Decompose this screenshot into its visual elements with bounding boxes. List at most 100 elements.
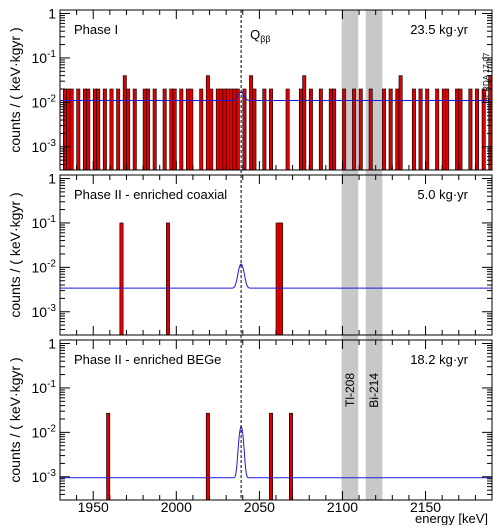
y-tick-label: 1 (48, 336, 56, 352)
histogram-bar (395, 88, 400, 171)
histogram-bar (82, 88, 87, 171)
fit-curve (60, 426, 492, 479)
histogram-bar (458, 88, 463, 171)
y-tick-label: 10-1 (32, 49, 57, 66)
histogram-bar (468, 88, 473, 171)
histogram-bar (102, 88, 107, 171)
fit-curve (60, 91, 492, 102)
histogram-bar (308, 88, 313, 171)
histogram-bar (352, 88, 357, 171)
histogram-bar (209, 88, 214, 171)
histogram-bar (445, 88, 450, 171)
x-tick-label: 2100 (327, 499, 358, 515)
histogram-bar (298, 88, 303, 171)
histogram-bar (455, 88, 460, 171)
histogram-bar (242, 88, 247, 171)
panel-title: Phase II - enriched BEGe (74, 352, 221, 367)
histogram-bar (86, 88, 91, 171)
histogram-bar (109, 88, 114, 171)
histogram-bar (205, 75, 210, 171)
histogram-bar (318, 88, 323, 171)
histogram-bar (342, 88, 347, 171)
y-tick-label: 10-1 (32, 379, 57, 396)
x-tick-label: 2150 (410, 499, 441, 515)
histogram-bar (106, 412, 111, 501)
histogram-bar (475, 88, 480, 171)
y-tick-label: 10-2 (32, 423, 57, 440)
histogram-bar (166, 222, 170, 336)
exposure-label: 5.0 kg·yr (417, 187, 468, 202)
histogram-layer (63, 75, 493, 501)
labels-layer: 10-3 10-2 10-1 1 counts / ( keV·kgyr ) Phase … (7, 6, 491, 526)
histogram-bar (215, 88, 220, 171)
histogram-bar (96, 88, 101, 171)
histogram-bar (152, 88, 157, 171)
histogram-bar (225, 88, 230, 171)
histogram-bar (279, 222, 283, 336)
side-label: GERDA 17-07 (482, 52, 491, 103)
fit-curves-layer (60, 91, 492, 479)
x-axis-label: energy [keV] (415, 511, 488, 525)
histogram-bar (398, 75, 403, 171)
y-tick-label: 1 (48, 171, 56, 187)
histogram-bar (132, 88, 137, 171)
y-tick-label: 10-3 (32, 303, 57, 320)
histogram-bar (172, 88, 177, 171)
histogram-bar (185, 88, 190, 171)
axes-layer (59, 9, 493, 501)
y-tick-label: 10-3 (32, 138, 57, 155)
histogram-bar (219, 88, 224, 171)
histogram-bar (205, 412, 210, 501)
x-tick-label: 2050 (244, 499, 275, 515)
band-bi-214 (365, 10, 383, 500)
y-tick-label: 1 (48, 6, 56, 22)
histogram-bar (288, 412, 293, 501)
y-axis-label: counts / ( keV·kgyr ) (7, 357, 23, 482)
histogram-bar (76, 88, 81, 171)
histogram-bar (122, 75, 127, 171)
histogram-bar (302, 75, 307, 171)
y-tick-label: 10-2 (32, 93, 57, 110)
histogram-bar (179, 88, 184, 171)
fit-curve (60, 263, 492, 289)
histogram-bar (146, 88, 151, 171)
panel-title: Phase I (74, 22, 118, 37)
x-tick-label: 1950 (78, 499, 109, 515)
y-tick-label: 10-1 (32, 214, 57, 231)
histogram-bar (285, 88, 290, 171)
histogram-bar (189, 88, 194, 171)
histogram-bar (235, 88, 240, 171)
x-tick-label: 2000 (161, 499, 192, 515)
histogram-bar (411, 88, 416, 171)
histogram-bar (119, 222, 124, 336)
histogram-bar (269, 412, 273, 501)
histogram-bar (269, 88, 273, 171)
histogram-bar (69, 88, 74, 171)
histogram-bar (262, 88, 267, 171)
y-axis-label: counts / ( keV·kgyr ) (7, 27, 23, 152)
histogram-bar (126, 88, 131, 171)
histogram-bar (368, 88, 373, 171)
exposure-label: 23.5 kg·yr (410, 22, 468, 37)
histogram-bar (275, 222, 280, 336)
histogram-bar (418, 88, 423, 171)
histogram-bar (328, 88, 333, 171)
panel-title: Phase II - enriched coaxial (74, 187, 227, 202)
histogram-bar (66, 88, 71, 171)
qbb-label: Qββ (250, 27, 270, 44)
histogram-bar (332, 88, 337, 171)
histogram-bar (358, 88, 363, 171)
y-axis-label: counts / ( keV·kgyr ) (7, 192, 23, 317)
histogram-bar (116, 88, 121, 171)
histogram-bar (169, 88, 174, 171)
histogram-bar (92, 88, 97, 171)
histogram-bar (222, 88, 227, 171)
band-tl-208 (341, 10, 359, 500)
histogram-bar (388, 88, 393, 171)
histogram-bar (441, 88, 446, 171)
histogram-bar (229, 88, 234, 171)
histogram-bar (162, 88, 167, 171)
histogram-bar (382, 88, 386, 171)
